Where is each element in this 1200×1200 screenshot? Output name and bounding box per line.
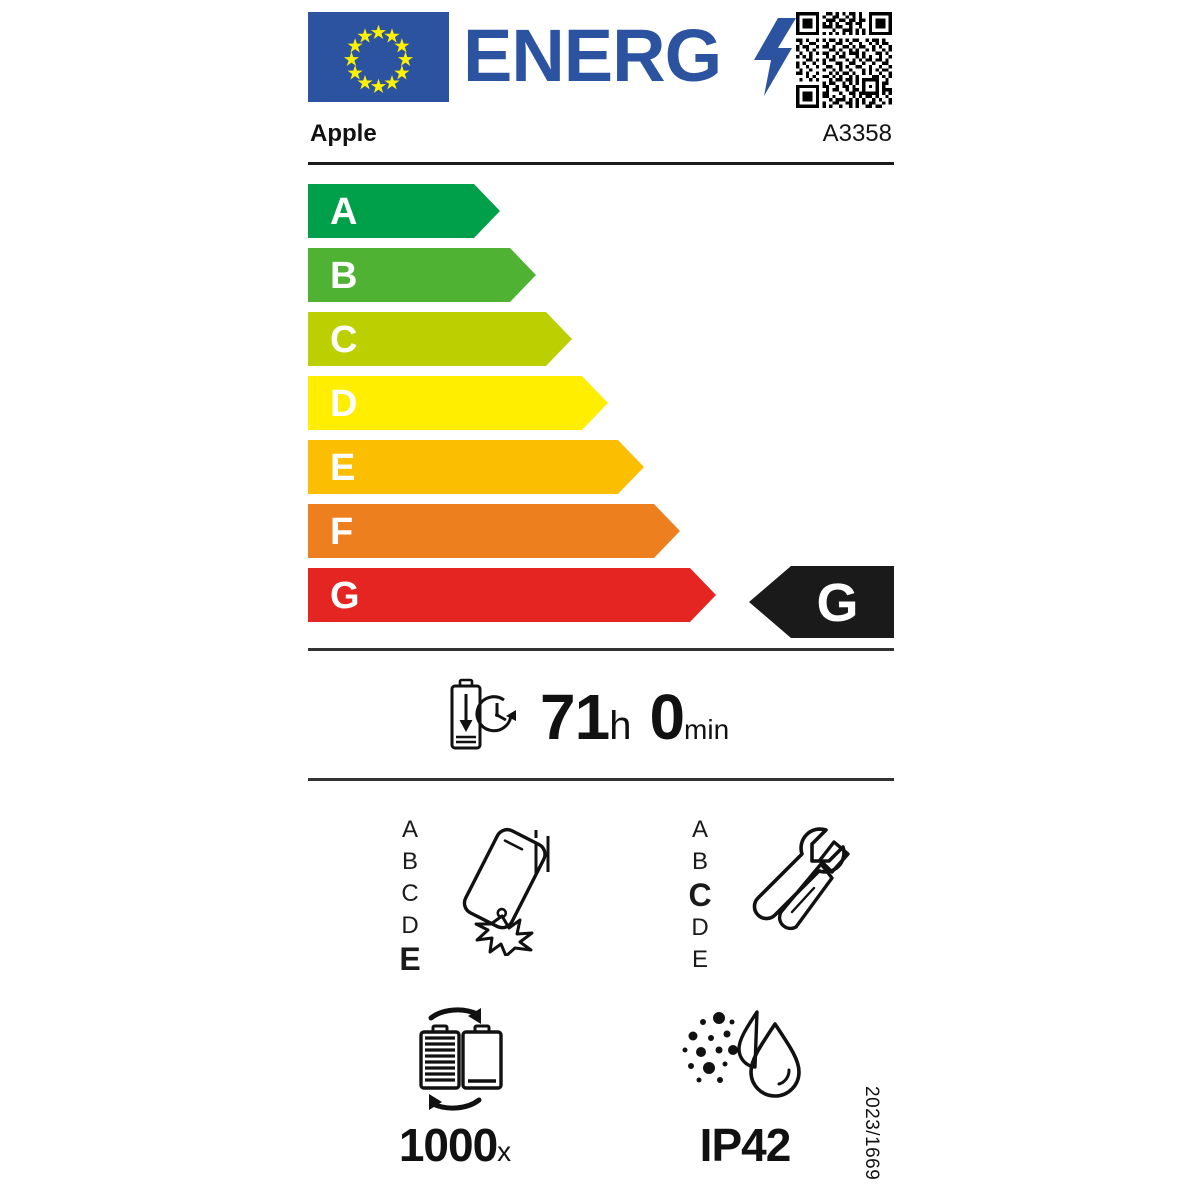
battery-life-minutes-unit: min: [684, 714, 730, 745]
energy-class-bar-a: A: [308, 184, 500, 238]
drop-resistance-class-e: E: [399, 941, 421, 977]
drop-resistance-class-a: A: [401, 816, 418, 843]
qr-code[interactable]: [796, 12, 892, 108]
battery-cycles-value: 1000: [398, 1119, 498, 1171]
battery-cycle-icon: [385, 1002, 525, 1114]
regulation-reference: 2023/1669: [861, 1086, 882, 1181]
battery-cycles-unit: x: [497, 1136, 512, 1167]
label-header: ENERG: [308, 8, 894, 108]
energy-class-letter-e: E: [330, 447, 356, 489]
divider-bottom: [308, 778, 894, 781]
energy-class-letter-a: A: [330, 191, 358, 233]
repairability-class-e: E: [691, 946, 708, 973]
lightning-bolt-icon: [752, 18, 796, 96]
ingress-protection-caption: IP42: [600, 1118, 890, 1172]
repairability-class-c: C: [688, 877, 712, 913]
ingress-protection-block: IP42: [600, 998, 890, 1198]
supplier-row: Apple A3358: [308, 120, 894, 165]
divider-top: [308, 648, 894, 651]
battery-life-value: 71h 0min: [540, 670, 729, 762]
ingress-protection-value: IP42: [699, 1119, 792, 1171]
energy-class-result-arrow: [749, 566, 894, 638]
repairability-class-b: B: [691, 848, 708, 875]
drop-resistance-class-c: C: [401, 880, 419, 907]
energy-class-letter-c: C: [330, 319, 358, 361]
supplier-name: Apple: [310, 120, 377, 147]
energy-class-letter-d: D: [330, 383, 358, 425]
energy-class-arrow-shape: [308, 312, 572, 366]
energy-class-bar-e: E: [308, 440, 644, 494]
european-union-flag-icon: [308, 12, 449, 102]
energy-class-arrow-shape: [308, 568, 716, 622]
energy-class-arrow-shape: [308, 248, 536, 302]
energy-class-bar-c: C: [308, 312, 572, 366]
repairability-class-a: A: [691, 816, 708, 843]
battery-clock-icon: [446, 676, 526, 756]
battery-cycles-caption: 1000x: [310, 1118, 600, 1172]
drop-resistance-class-b: B: [401, 848, 418, 875]
energy-class-arrow-shape: [308, 376, 608, 430]
battery-cycles-block: 1000x: [310, 998, 600, 1198]
energy-class-letter-f: F: [330, 511, 354, 553]
battery-life-minutes: 0: [649, 681, 685, 753]
energy-class-arrow-shape: [308, 184, 500, 238]
dust-water-drop-icon: [675, 1002, 815, 1114]
energy-label: ENERG: [308, 0, 894, 1200]
battery-life-hours-unit: h: [609, 704, 632, 748]
energy-class-bar-g: G: [308, 568, 716, 622]
model-identifier: A3358: [822, 120, 892, 147]
drop-resistance-class-d: D: [401, 912, 419, 939]
phone-drop-icon: [432, 816, 572, 956]
energy-class-arrow-shape: [308, 440, 644, 494]
energy-class-bar-d: D: [308, 376, 608, 430]
energy-class-letter-b: B: [330, 255, 358, 297]
battery-life-section: 71h 0min: [308, 664, 894, 770]
energy-class-bar-b: B: [308, 248, 536, 302]
energy-class-bar-f: F: [308, 504, 680, 558]
battery-life-hours: 71: [540, 681, 610, 753]
repairability-class-d: D: [691, 914, 709, 941]
energy-class-result-letter: G: [816, 573, 859, 633]
energ-wordmark: ENERG: [463, 14, 722, 97]
energy-class-arrow-shape: [308, 504, 680, 558]
wrench-screwdriver-icon: [722, 816, 862, 956]
energy-class-letter-g: G: [330, 575, 360, 617]
